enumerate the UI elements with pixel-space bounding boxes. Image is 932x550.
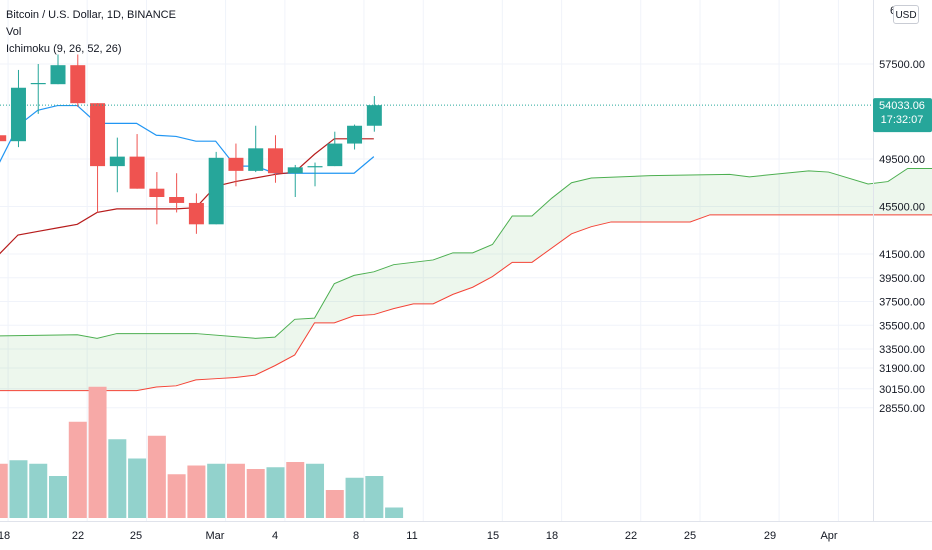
time-tick-label: 11 [406,530,417,542]
volume-bar [49,476,68,518]
candle-body [50,65,66,85]
price-tick-label: 37500.00 [879,297,925,309]
candle-body [109,156,125,167]
price-tick-label: 33500.00 [879,344,925,356]
time-tick-label: 25 [684,530,696,542]
candle-body [307,166,323,168]
volume-bar [365,476,384,518]
time-tick-label: 8 [353,530,359,542]
time-tick-label: 18 [546,530,558,542]
time-tick-label: 15 [487,530,499,542]
time-tick-label: 29 [764,530,776,542]
candlesticks [0,54,382,234]
volume-bar [29,463,48,518]
price-tick-label: 31900.00 [879,363,925,375]
volume-bar [187,465,206,518]
candle-body [169,197,185,203]
candle-body [149,188,165,197]
volume-bar [68,421,87,518]
chart-legend: Bitcoin / U.S. Dollar, 1D, BINANCE Vol I… [6,7,176,58]
ichimoku-cloud [0,168,932,392]
grid [0,0,873,521]
time-tick-label: Apr [820,530,837,542]
candle-body [228,157,244,171]
volume-bar [246,469,265,518]
currency-button[interactable]: USD [893,5,919,24]
price-tick-label: 30150.00 [879,384,925,396]
volume-bars [0,386,404,518]
volume-bar [147,435,166,518]
candle-body [70,65,86,104]
time-tick-label: 4 [272,530,278,542]
time-tick-label: 22 [72,530,84,542]
candle-body [327,143,343,167]
volume-bar [0,463,8,518]
price-badges: 54033.06 17:32:07 [873,98,932,133]
volume-bar [286,462,305,518]
price-tick-label: 35500.00 [879,320,925,332]
time-tick-label: 18 [0,530,10,542]
volume-bar [226,463,245,518]
countdown-label: 17:32:07 [881,114,924,126]
volume-legend[interactable]: Vol [6,26,22,38]
last-price-badge [873,98,932,133]
candle-body [287,167,303,174]
price-tick-label: 39500.00 [879,273,925,285]
candle-body [0,135,7,142]
price-tick-label: 28550.00 [879,403,925,415]
candle-body [248,148,264,171]
candle-body [129,156,145,189]
cloud-fill [0,168,932,391]
volume-bar [207,463,226,518]
time-tick-label: Mar [206,530,225,542]
candle-body [347,125,363,144]
volume-bar [385,507,404,518]
leading-span-a [0,168,932,339]
ichimoku-legend[interactable]: Ichimoku (9, 26, 52, 26) [6,43,122,55]
candle-body [366,105,382,126]
time-tick-label: 22 [625,530,637,542]
price-axis[interactable]: 6257500.0049500.0045500.0041500.0039500.… [873,0,926,521]
candle-body [30,83,46,85]
last-price-label: 54033.06 [879,100,925,112]
leading-span-b [0,214,932,392]
volume-bar [325,490,344,518]
candle-body [267,148,283,174]
volume-bar [167,474,186,518]
price-tick-label: 49500.00 [879,154,925,166]
candle-body [208,157,224,225]
volume-bar [88,386,107,518]
volume-bar [266,467,285,518]
price-tick-label: 41500.00 [879,249,925,261]
candle-body [90,103,106,167]
volume-bar [306,463,325,518]
price-tick-label: 45500.00 [879,202,925,214]
volume-bar [345,477,364,518]
time-tick-label: 25 [130,530,142,542]
candle-body [10,87,26,142]
time-axis[interactable]: 18 22 25 Mar 4 8 11 15 18 22 25 29 Apr [0,521,932,543]
symbol-title[interactable]: Bitcoin / U.S. Dollar, 1D, BINANCE [6,9,176,21]
volume-bar [128,458,147,518]
volume-bar [108,439,127,518]
candle-body [188,202,204,225]
volume-bar [9,460,28,518]
price-tick-label: 57500.00 [879,59,925,71]
base-line [0,138,374,255]
